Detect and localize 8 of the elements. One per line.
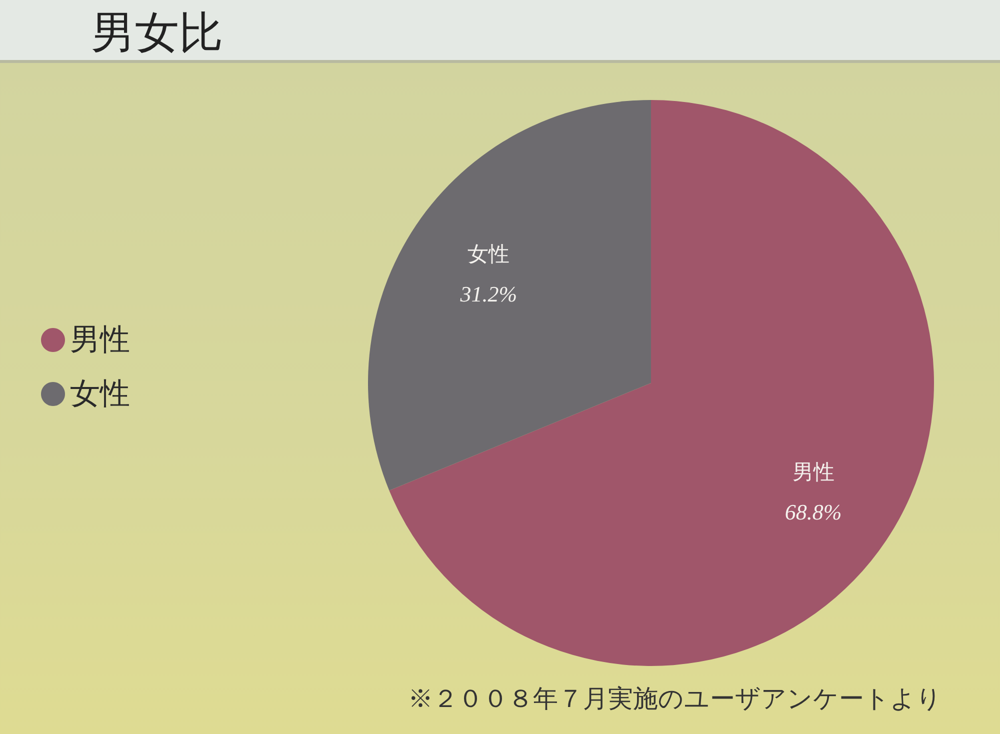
chart-title: 男女比 xyxy=(91,8,223,58)
text: ※２００８年７月実施のユーザアンケートより xyxy=(408,685,942,713)
slice-label: 男性 xyxy=(792,460,834,484)
legend-label: 男性 xyxy=(70,324,130,356)
legend-label: 女性 xyxy=(70,378,130,410)
data-label: 31.2% xyxy=(459,282,518,307)
slice-label: 女性 xyxy=(468,242,510,266)
data-label: 68.8% xyxy=(784,499,842,524)
